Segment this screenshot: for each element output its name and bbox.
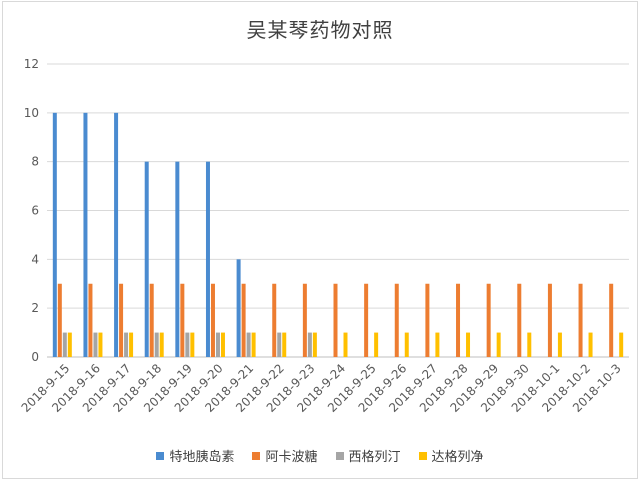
bar bbox=[114, 112, 119, 357]
bar bbox=[578, 283, 583, 357]
bar bbox=[272, 283, 277, 357]
bar bbox=[144, 161, 149, 357]
bar bbox=[517, 283, 522, 357]
bar bbox=[236, 259, 241, 357]
legend-item: 特地胰岛素 bbox=[156, 446, 234, 465]
legend-item: 阿卡波糖 bbox=[252, 446, 318, 465]
bar bbox=[547, 283, 552, 357]
bar-chart: 0246810122018-9-152018-9-162018-9-172018… bbox=[19, 57, 629, 415]
bar bbox=[486, 283, 491, 357]
bar bbox=[557, 332, 562, 357]
chart-title: 吴某琴药物对照 bbox=[246, 18, 394, 42]
bar bbox=[205, 161, 210, 357]
bar bbox=[159, 332, 164, 357]
bar bbox=[394, 283, 399, 357]
bar bbox=[119, 283, 124, 357]
y-tick-label: 0 bbox=[31, 350, 39, 364]
bar bbox=[619, 332, 624, 357]
bar bbox=[588, 332, 593, 357]
bar bbox=[404, 332, 409, 357]
bar bbox=[435, 332, 440, 357]
y-tick-label: 6 bbox=[31, 204, 39, 218]
bar bbox=[185, 332, 190, 357]
bar bbox=[154, 332, 159, 357]
legend-swatch bbox=[156, 451, 165, 460]
bar bbox=[83, 112, 88, 357]
bar bbox=[149, 283, 154, 357]
y-tick-label: 12 bbox=[24, 57, 39, 71]
bar bbox=[374, 332, 379, 357]
bar bbox=[215, 332, 220, 357]
bar bbox=[98, 332, 103, 357]
bar bbox=[180, 283, 185, 357]
y-tick-label: 4 bbox=[31, 252, 39, 266]
legend-swatch bbox=[335, 451, 344, 460]
bar bbox=[343, 332, 348, 357]
bar bbox=[175, 161, 180, 357]
bar bbox=[251, 332, 256, 357]
bar bbox=[210, 283, 215, 357]
bar bbox=[333, 283, 338, 357]
bar bbox=[246, 332, 251, 357]
bar bbox=[88, 283, 93, 357]
bar bbox=[456, 283, 461, 357]
bar bbox=[307, 332, 312, 357]
bar bbox=[62, 332, 67, 357]
bar bbox=[527, 332, 532, 357]
legend-item: 达格列净 bbox=[418, 446, 484, 465]
bar bbox=[277, 332, 282, 357]
bar bbox=[93, 332, 98, 357]
bar bbox=[241, 283, 246, 357]
legend-item: 西格列汀 bbox=[335, 446, 401, 465]
legend-swatch bbox=[418, 451, 427, 460]
legend-label: 西格列汀 bbox=[348, 450, 401, 465]
bar bbox=[57, 283, 62, 357]
bar bbox=[129, 332, 134, 357]
y-tick-label: 2 bbox=[31, 301, 39, 315]
legend-label: 达格列净 bbox=[431, 450, 484, 465]
bar bbox=[302, 283, 307, 357]
bar bbox=[425, 283, 430, 357]
legend-label: 特地胰岛素 bbox=[169, 450, 235, 465]
bar bbox=[496, 332, 501, 357]
bar bbox=[364, 283, 369, 357]
legend-swatch bbox=[252, 451, 261, 460]
legend-label: 阿卡波糖 bbox=[265, 450, 318, 465]
bar bbox=[190, 332, 195, 357]
bar bbox=[282, 332, 287, 357]
bar bbox=[609, 283, 614, 357]
bar bbox=[466, 332, 471, 357]
legend: 特地胰岛素 阿卡波糖 西格列汀 达格列净 bbox=[3, 446, 637, 465]
bar bbox=[220, 332, 225, 357]
bar bbox=[67, 332, 72, 357]
y-tick-label: 8 bbox=[31, 155, 39, 169]
bar bbox=[312, 332, 317, 357]
bar bbox=[52, 112, 57, 357]
bar bbox=[124, 332, 129, 357]
y-tick-label: 10 bbox=[24, 106, 39, 120]
